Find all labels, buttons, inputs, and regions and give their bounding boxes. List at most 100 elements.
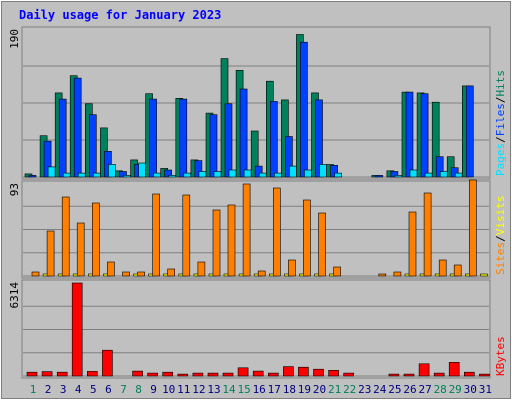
bar-sites-day-14 — [227, 204, 236, 277]
bar-kbytes-day-3 — [56, 371, 68, 377]
bar-pages-day-17 — [273, 172, 282, 178]
bar-files-day-6 — [104, 151, 112, 178]
bar-kbytes-day-28 — [433, 372, 445, 377]
legend-kbytes: KBytes — [494, 336, 507, 376]
day-label-8: 8 — [135, 383, 142, 396]
bar-files-day-21 — [330, 165, 338, 178]
bar-pages-day-2 — [47, 166, 56, 178]
bar-files-day-10 — [164, 169, 172, 178]
bar-kbytes-day-11 — [177, 373, 189, 377]
bar-pages-day-4 — [77, 172, 86, 178]
bar-hits-day-29 — [446, 156, 455, 178]
legend-sep-2: / — [494, 97, 507, 104]
bar-kbytes-day-19 — [298, 366, 309, 377]
bar-pages-day-10 — [168, 175, 176, 178]
bar-files-day-18 — [285, 136, 293, 178]
bar-kbytes-day-22 — [343, 372, 355, 377]
legend-files: Files — [494, 103, 507, 136]
bar-pages-day-15 — [243, 169, 252, 178]
bar-visits-day-31 — [480, 273, 488, 277]
day-label-9: 9 — [150, 383, 157, 396]
bar-sites-day-30 — [468, 179, 477, 277]
bar-sites-day-17 — [272, 187, 281, 277]
bar-sites-day-9 — [152, 193, 160, 277]
bar-files-day-5 — [89, 114, 97, 178]
day-labels: 1 2 3 4 5 6 7 8 9 10 11 12 13 14 15 16 17 18 19 20 21 22 23 24 2… — [30, 383, 492, 396]
bar-kbytes-day-17 — [267, 372, 279, 377]
hits-ymax-label: 190 — [8, 29, 21, 49]
bar-pages-day-20 — [319, 164, 327, 178]
bar-pages-day-27 — [424, 172, 433, 178]
bar-files-day-4 — [73, 77, 82, 178]
bar-pages-day-28 — [439, 171, 448, 178]
day-label-25: 25 — [388, 383, 401, 396]
legend-visits-sites: Sites/Visits — [494, 196, 507, 276]
bar-kbytes-day-29 — [448, 361, 460, 377]
day-label-21: 21 — [328, 383, 341, 396]
bar-pages-day-5 — [93, 172, 101, 178]
bar-pages-day-12 — [198, 171, 207, 178]
day-label-4: 4 — [75, 383, 82, 396]
bar-files-day-20 — [315, 99, 323, 178]
bar-files-day-15 — [239, 88, 248, 178]
bar-files-day-9 — [149, 98, 157, 178]
bar-files-day-26 — [405, 91, 414, 178]
bar-files-day-17 — [269, 101, 278, 178]
bar-sites-day-15 — [242, 183, 251, 277]
bar-kbytes-day-2 — [41, 371, 53, 377]
bar-sites-day-28 — [438, 259, 447, 277]
bar-sites-day-2 — [46, 230, 55, 277]
bar-sites-day-5 — [92, 202, 100, 277]
bar-files-day-25 — [390, 171, 399, 178]
bar-hits-day-28 — [431, 101, 440, 178]
bar-pages-day-19 — [304, 169, 312, 178]
day-label-29: 29 — [449, 383, 462, 396]
day-label-1: 1 — [30, 383, 37, 396]
bar-pages-day-14 — [228, 169, 237, 178]
bar-pages-day-7 — [123, 175, 131, 178]
bar-pages-day-16 — [258, 172, 267, 178]
bar-sites-day-11 — [182, 194, 191, 277]
day-label-22: 22 — [343, 383, 356, 396]
bar-kbytes-day-20 — [313, 368, 324, 377]
bar-sites-day-19 — [303, 199, 311, 277]
bar-sites-day-26 — [408, 211, 417, 277]
bar-files-day-7 — [119, 171, 127, 178]
day-label-28: 28 — [434, 383, 447, 396]
bar-files-day-13 — [209, 114, 218, 178]
day-label-26: 26 — [403, 383, 416, 396]
bars-layer — [24, 34, 490, 377]
kbytes-ymax-label: 6314 — [8, 282, 21, 309]
day-label-30: 30 — [464, 383, 477, 396]
legend-visits: Visits — [494, 196, 507, 236]
bar-pages-day-25 — [394, 175, 403, 178]
chart-title: Daily usage for January 2023 — [19, 8, 221, 22]
bar-files-day-1 — [28, 175, 37, 178]
day-label-6: 6 — [105, 383, 112, 396]
bar-sites-day-10 — [167, 268, 175, 277]
bar-pages-day-29 — [454, 172, 463, 178]
bar-kbytes-day-10 — [162, 371, 173, 377]
bar-kbytes-day-12 — [192, 372, 204, 377]
day-label-5: 5 — [90, 383, 97, 396]
day-label-27: 27 — [418, 383, 431, 396]
bar-files-day-16 — [254, 165, 263, 178]
legend-sep-1: / — [494, 136, 507, 143]
bar-sites-day-3 — [61, 196, 70, 277]
day-label-23: 23 — [358, 383, 371, 396]
bar-sites-day-27 — [423, 192, 432, 277]
bar-sites-day-21 — [333, 266, 341, 277]
bar-files-day-27 — [420, 93, 429, 178]
bar-kbytes-day-5 — [87, 371, 98, 377]
day-label-2: 2 — [45, 383, 52, 396]
bar-files-day-28 — [435, 156, 444, 178]
bar-sites-day-25 — [393, 271, 402, 277]
bar-files-day-2 — [43, 140, 52, 178]
legend-sites: Sites — [494, 242, 507, 275]
bar-sites-day-13 — [212, 209, 221, 277]
bar-files-day-30 — [465, 85, 474, 178]
bar-kbytes-day-26 — [403, 373, 415, 377]
day-label-16: 16 — [253, 383, 266, 396]
bar-kbytes-day-15 — [237, 367, 249, 377]
